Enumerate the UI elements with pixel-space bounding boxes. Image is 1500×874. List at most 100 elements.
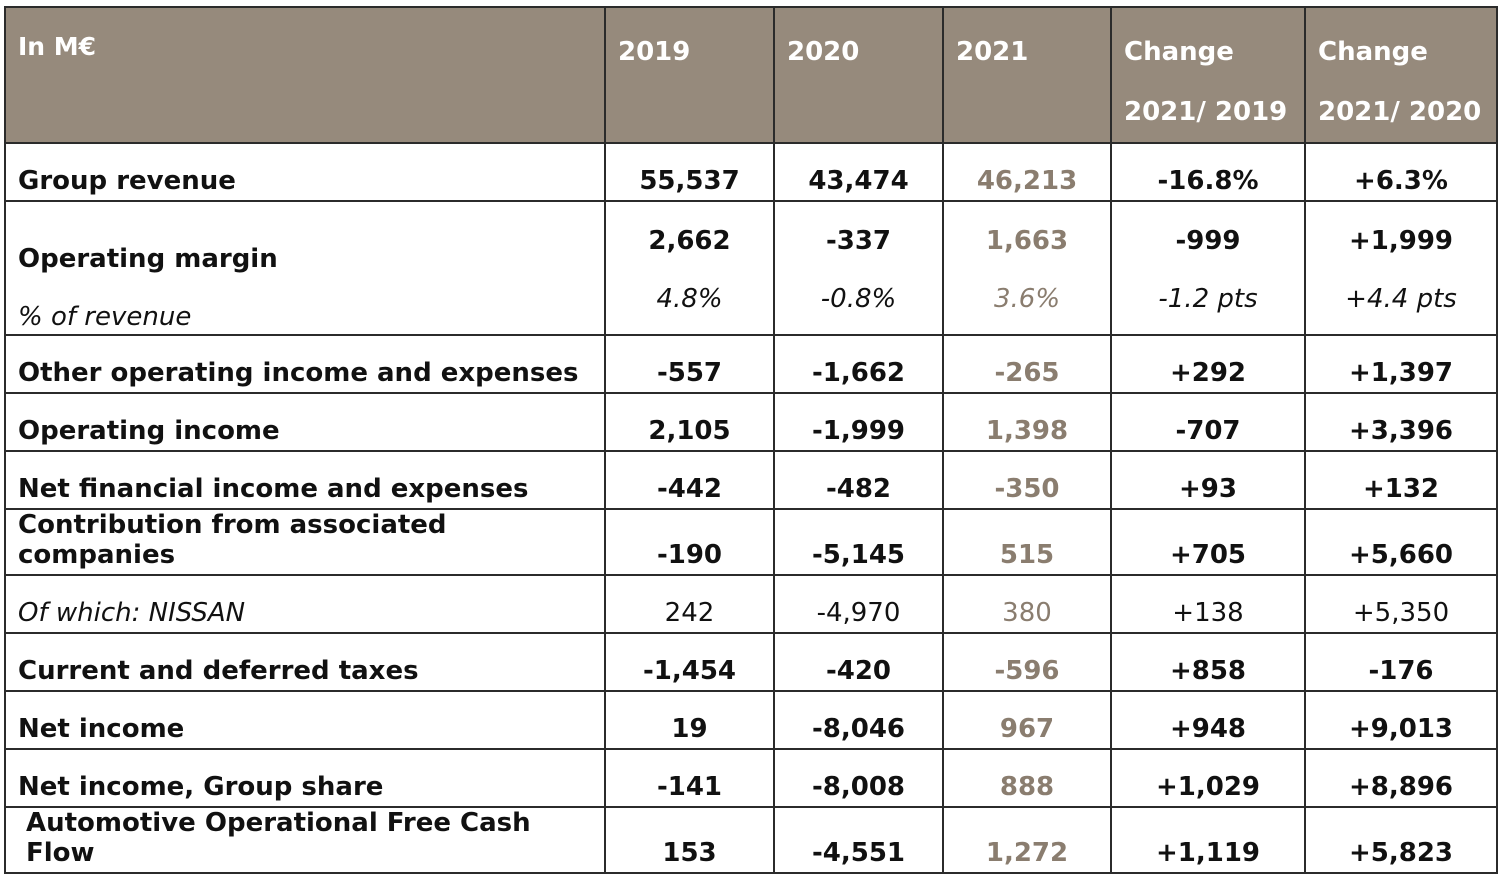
row-label: Other operating income and expenses <box>4 334 606 394</box>
cell-2019: -190 <box>604 508 775 576</box>
table-row-net-income: Net income 19 -8,046 967 +948 +9,013 <box>4 690 1498 750</box>
cell-change-2021-2019: +1,119 <box>1110 806 1306 874</box>
cell-2019: 2,105 <box>604 392 775 452</box>
header-2019: 2019 <box>604 6 775 144</box>
cell-change-2021-2019: +1,029 <box>1110 748 1306 808</box>
cell-change-2021-2020: +132 <box>1304 450 1498 510</box>
cell-2020: 43,474 <box>773 142 944 202</box>
cell-2020: -420 <box>773 632 944 692</box>
cell-change-2021-2019: +705 <box>1110 508 1306 576</box>
cell-2020: -4,970 <box>773 574 944 634</box>
cell-percent: -1.2 pts <box>1158 284 1258 314</box>
table-row-group-revenue: Group revenue 55,537 43,474 46,213 -16.8… <box>4 142 1498 202</box>
cell-change-2021-2020: +3,396 <box>1304 392 1498 452</box>
cell-2021: 1,272 <box>942 806 1112 874</box>
cell-2021: 1,663 3.6% <box>942 200 1112 336</box>
row-label: Of which: NISSAN <box>4 574 606 634</box>
cell-change-2021-2020: +8,896 <box>1304 748 1498 808</box>
cell-change-2021-2020: +1,397 <box>1304 334 1498 394</box>
cell-change-2021-2019: +948 <box>1110 690 1306 750</box>
table-row-associated-companies: Contribution from associated companies -… <box>4 508 1498 576</box>
cell-change-2021-2020: +5,350 <box>1304 574 1498 634</box>
table-row-other-operating: Other operating income and expenses -557… <box>4 334 1498 394</box>
cell-percent: 4.8% <box>656 284 723 314</box>
cell-change-2021-2019: +292 <box>1110 334 1306 394</box>
cell-percent: 3.6% <box>993 284 1061 314</box>
cell-2020: -4,551 <box>773 806 944 874</box>
cell-2020: -5,145 <box>773 508 944 576</box>
header-change-label: Change <box>1124 37 1234 67</box>
cell-2020: -8,008 <box>773 748 944 808</box>
row-label: Automotive Operational Free Cash Flow <box>4 806 606 874</box>
cell-change-2021-2019: +858 <box>1110 632 1306 692</box>
table-row-net-financial: Net financial income and expenses -442 -… <box>4 450 1498 510</box>
cell-change-2021-2020: +5,660 <box>1304 508 1498 576</box>
cell-2021: 515 <box>942 508 1112 576</box>
cell-change-2021-2019: -16.8% <box>1110 142 1306 202</box>
cell-2020: -482 <box>773 450 944 510</box>
header-2021: 2021 <box>942 6 1112 144</box>
cell-2020: -337 -0.8% <box>773 200 944 336</box>
cell-2019: -1,454 <box>604 632 775 692</box>
cell-percent: -0.8% <box>820 284 897 314</box>
table-row-operating-income: Operating income 2,105 -1,999 1,398 -707… <box>4 392 1498 452</box>
cell-change-2021-2020: +1,999 +4.4 pts <box>1304 200 1498 336</box>
cell-2021: 888 <box>942 748 1112 808</box>
row-label: Net financial income and expenses <box>4 450 606 510</box>
cell-change-2021-2020: -176 <box>1304 632 1498 692</box>
header-change-period: 2021/ 2019 <box>1124 97 1288 127</box>
table-row-net-income-group: Net income, Group share -141 -8,008 888 … <box>4 748 1498 808</box>
header-change-2021-2020: Change 2021/ 2020 <box>1304 6 1498 144</box>
cell-2021: 1,398 <box>942 392 1112 452</box>
cell-2019: 55,537 <box>604 142 775 202</box>
cell-2019: -141 <box>604 748 775 808</box>
cell-change-2021-2020: +9,013 <box>1304 690 1498 750</box>
cell-change-2021-2020: +6.3% <box>1304 142 1498 202</box>
cell-change-2021-2019: -999 -1.2 pts <box>1110 200 1306 336</box>
cell-value: 2,662 <box>648 226 731 256</box>
cell-value: -999 <box>1175 226 1241 256</box>
cell-2021: 46,213 <box>942 142 1112 202</box>
header-change-period: 2021/ 2020 <box>1318 97 1482 127</box>
row-label: Group revenue <box>4 142 606 202</box>
cell-change-2021-2019: +93 <box>1110 450 1306 510</box>
row-label: Current and deferred taxes <box>4 632 606 692</box>
cell-value: -337 <box>825 226 892 256</box>
cell-2020: -8,046 <box>773 690 944 750</box>
cell-value: +1,999 <box>1348 226 1454 256</box>
cell-percent: +4.4 pts <box>1345 284 1457 314</box>
cell-2019: 2,662 4.8% <box>604 200 775 336</box>
cell-change-2021-2020: +5,823 <box>1304 806 1498 874</box>
cell-change-2021-2019: +138 <box>1110 574 1306 634</box>
row-label-main: Operating margin <box>18 244 278 274</box>
row-label: Operating margin % of revenue <box>4 200 606 336</box>
header-unit-label: In M€ <box>4 6 606 144</box>
cell-2019: 242 <box>604 574 775 634</box>
financial-results-table: In M€ 2019 2020 2021 Change 2021/ 2019 C… <box>4 6 1498 874</box>
cell-2020: -1,999 <box>773 392 944 452</box>
row-label: Net income <box>4 690 606 750</box>
cell-value: 1,663 <box>985 226 1069 256</box>
cell-2021: -350 <box>942 450 1112 510</box>
row-label: Contribution from associated companies <box>4 508 606 576</box>
table-row-taxes: Current and deferred taxes -1,454 -420 -… <box>4 632 1498 692</box>
row-label-percent: % of revenue <box>18 302 192 332</box>
cell-2019: 153 <box>604 806 775 874</box>
cell-2019: 19 <box>604 690 775 750</box>
table-row-operating-margin: Operating margin % of revenue 2,662 4.8%… <box>4 200 1498 336</box>
row-label: Net income, Group share <box>4 748 606 808</box>
header-change-2021-2019: Change 2021/ 2019 <box>1110 6 1306 144</box>
header-change-label: Change <box>1318 37 1428 67</box>
cell-2021: 967 <box>942 690 1112 750</box>
cell-change-2021-2019: -707 <box>1110 392 1306 452</box>
cell-2021: -265 <box>942 334 1112 394</box>
header-2020: 2020 <box>773 6 944 144</box>
cell-2021: -596 <box>942 632 1112 692</box>
cell-2019: -442 <box>604 450 775 510</box>
table-header-row: In M€ 2019 2020 2021 Change 2021/ 2019 C… <box>4 6 1498 144</box>
cell-2021: 380 <box>942 574 1112 634</box>
table-row-free-cash-flow: Automotive Operational Free Cash Flow 15… <box>4 806 1498 874</box>
row-label: Operating income <box>4 392 606 452</box>
cell-2019: -557 <box>604 334 775 394</box>
table-row-nissan: Of which: NISSAN 242 -4,970 380 +138 +5,… <box>4 574 1498 634</box>
